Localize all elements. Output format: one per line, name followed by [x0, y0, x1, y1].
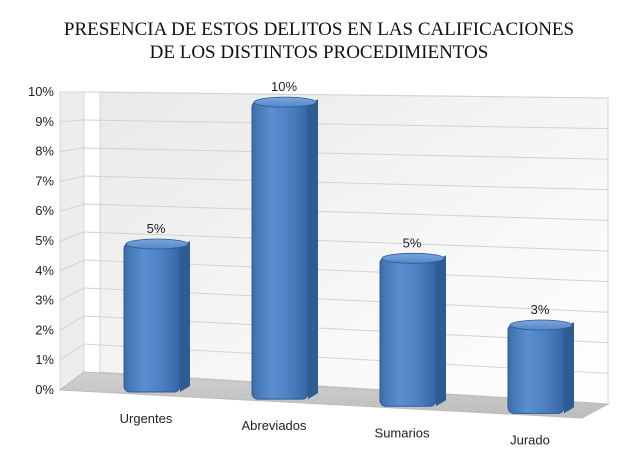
- gridline: [83, 91, 609, 99]
- gridline-side: [59, 175, 85, 182]
- bar: [379, 252, 446, 407]
- y-tick-label: 3%: [35, 293, 54, 308]
- chart-title-line2: DE LOS DISTINTOS PROCEDIMIENTOS: [150, 42, 489, 63]
- bar: [507, 319, 574, 414]
- plot-area: [58, 91, 610, 419]
- data-label: 5%: [403, 235, 422, 250]
- y-tick-label: 10%: [28, 84, 54, 99]
- gridline-side: [59, 119, 85, 123]
- bar-body: [507, 323, 565, 414]
- bar-top: [125, 238, 189, 250]
- x-tick-label: Abreviados: [241, 418, 307, 433]
- floor: [58, 371, 610, 419]
- bar-body: [251, 100, 309, 400]
- gridline: [83, 175, 609, 191]
- bar-body: [379, 256, 437, 407]
- gridline-side: [59, 147, 85, 153]
- bar: [123, 238, 190, 393]
- y-tick-label: 4%: [35, 263, 54, 278]
- y-axis: 0% 1% 2% 3% 4% 5% 6% 7% 8% 9% 10%: [28, 84, 54, 397]
- data-label: 3%: [531, 302, 550, 317]
- gridline: [83, 119, 609, 130]
- y-tick-label: 5%: [35, 233, 54, 248]
- gridline: [83, 147, 609, 160]
- y-tick-label: 7%: [35, 173, 54, 188]
- data-label: 5%: [147, 221, 166, 236]
- bar-top: [509, 319, 573, 331]
- bar-side: [436, 255, 446, 407]
- gridline-side: [59, 315, 85, 331]
- bar-side: [564, 322, 574, 414]
- x-axis: Urgentes Abreviados Sumarios Jurado: [120, 411, 550, 447]
- bar-top: [381, 252, 445, 264]
- y-tick-label: 6%: [35, 203, 54, 218]
- y-tick-label: 8%: [35, 144, 54, 159]
- x-tick-label: Jurado: [510, 432, 550, 447]
- gridline: [83, 231, 609, 252]
- data-label: 10%: [271, 79, 297, 94]
- bars: 5% 10% 5% 3%: [123, 79, 574, 414]
- gridline: [83, 203, 609, 221]
- bar-body: [123, 242, 181, 393]
- x-tick-label: Sumarios: [375, 425, 430, 440]
- y-tick-label: 2%: [35, 322, 54, 337]
- bar-top: [253, 96, 317, 108]
- gridline-side: [59, 343, 85, 361]
- bar-side: [180, 241, 190, 393]
- y-tick-label: 9%: [35, 114, 54, 129]
- gridline-side: [59, 287, 85, 302]
- x-tick-label: Urgentes: [120, 411, 173, 426]
- y-tick-label: 0%: [35, 382, 54, 397]
- chart-title-line1: PRESENCIA DE ESTOS DELITOS EN LAS CALIFI…: [64, 19, 574, 40]
- gridline-side: [59, 203, 85, 212]
- bar: [251, 96, 318, 400]
- side-wall: [59, 91, 85, 391]
- gridline-side: [59, 259, 85, 272]
- bar-side: [308, 99, 318, 400]
- y-tick-label: 1%: [35, 352, 54, 367]
- gridline-side: [59, 231, 85, 242]
